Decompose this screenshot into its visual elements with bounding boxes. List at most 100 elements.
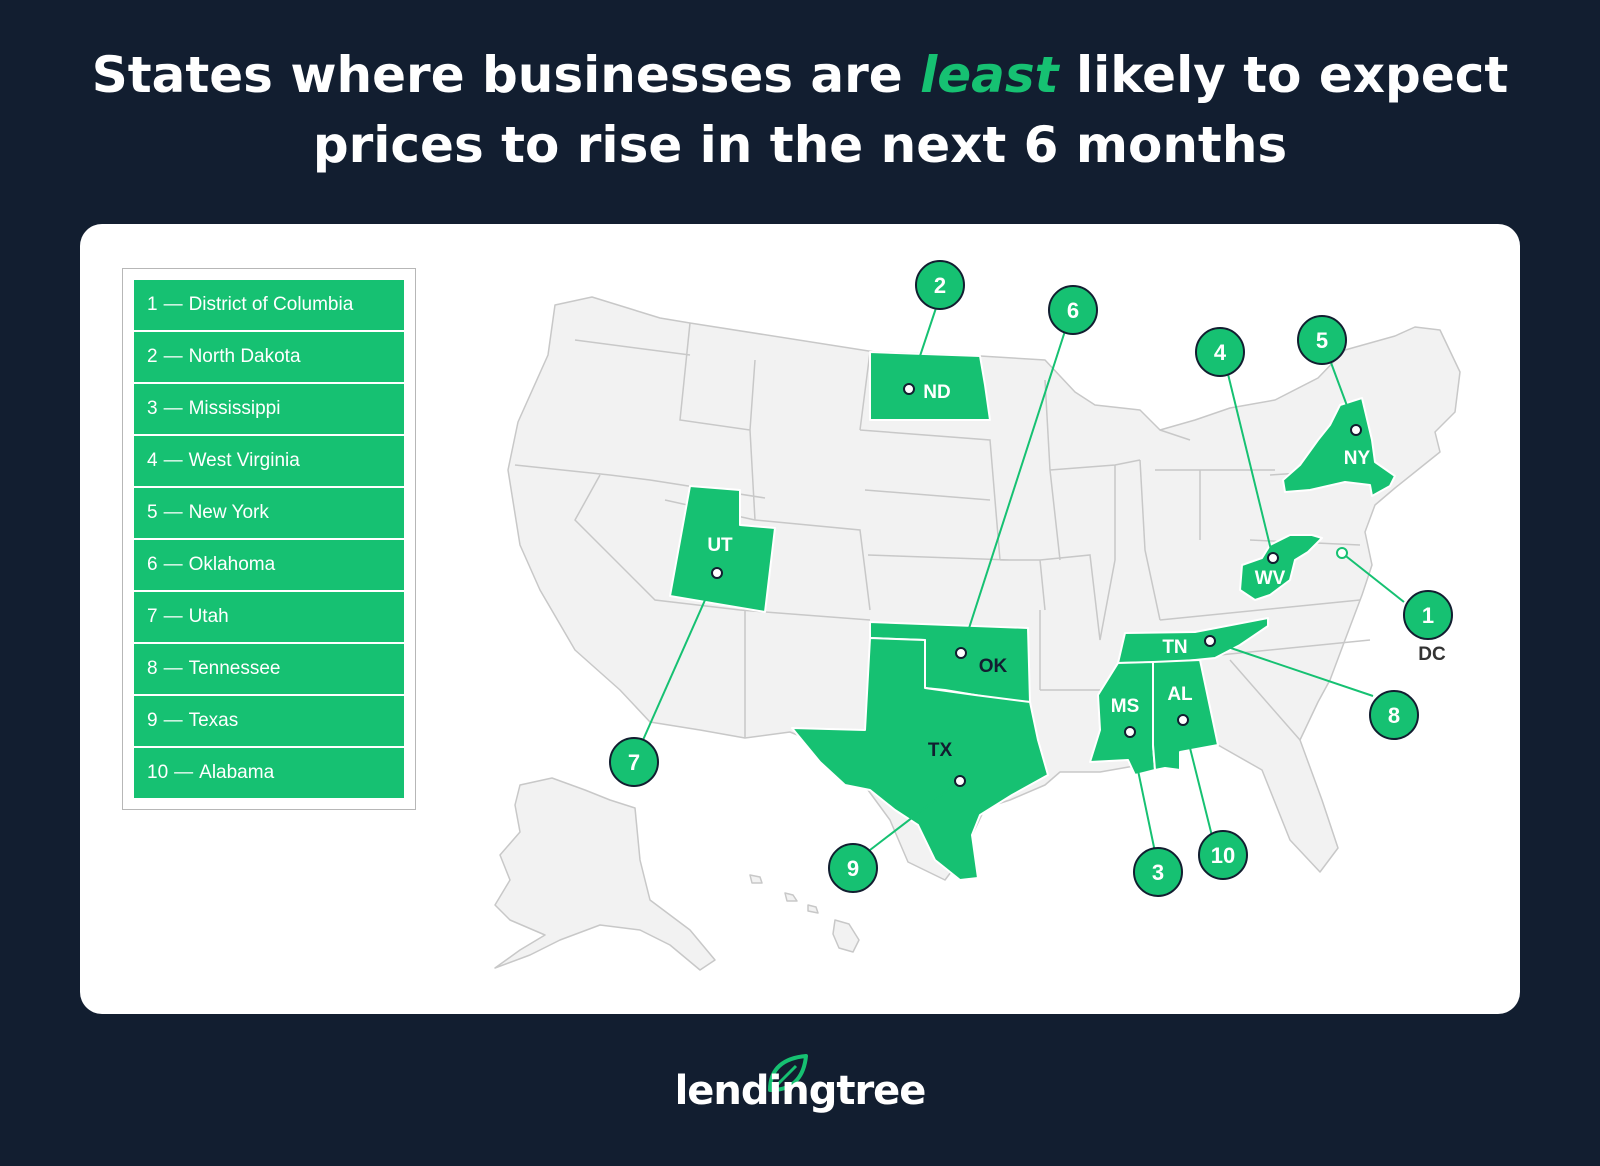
anchor-dot-al [1177,714,1189,726]
rank-bubble-dc: 1 [1403,590,1453,640]
utah-shape [669,485,776,613]
state-label-nd: ND [923,382,950,403]
legend-item: 6— Oklahoma [134,540,404,590]
state-label-ny: NY [1344,448,1371,469]
svg-text:3: 3 [1152,860,1164,885]
rank-bubble-ms: 3 [1133,847,1183,897]
state-label-ok: OK [979,656,1008,677]
svg-text:4: 4 [1214,340,1227,365]
legend: 1— District of Columbia 2— North Dakota 3—… [122,268,416,810]
state-label-al: AL [1167,684,1193,705]
legend-name: District of Columbia [188,294,354,315]
legend-item: 9— Texas [134,696,404,746]
svg-text:8: 8 [1388,703,1400,728]
legend-item: 1— District of Columbia [134,280,404,330]
west-virginia-shape [1239,534,1323,601]
lendingtree-logo: lendingtree [674,1068,927,1114]
leader-line-wv [1226,369,1274,559]
legend-name: Utah [188,606,229,627]
svg-text:5: 5 [1316,328,1328,353]
rank-bubble-ny: 5 [1297,315,1347,365]
legend-dash: — [163,398,183,419]
svg-text:9: 9 [847,856,859,881]
leader-line-dc [1341,552,1405,603]
legend-item: 7— Utah [134,592,404,642]
rank-bubble-tx: 9 [828,843,878,893]
legend-name: New York [188,502,269,523]
legend-name: Alabama [199,762,275,783]
legend-rank: 1 [147,294,158,315]
leaf-icon [768,1054,808,1092]
leader-line-ny [1329,359,1357,431]
rank-bubble-ut: 7 [609,737,659,787]
legend-name: Tennessee [188,658,281,679]
hawaii-shape [749,874,860,953]
title-highlight: least [920,46,1059,104]
legend-rank: 8 [147,658,158,679]
legend-dash: — [163,450,183,471]
legend-dash: — [163,710,183,731]
legend-rank: 7 [147,606,158,627]
north-dakota-shape [869,351,991,421]
legend-rank: 10 [147,762,169,783]
state-label-tx: TX [928,740,953,761]
legend-rank: 4 [147,450,158,471]
leader-line-ut [642,572,718,741]
legend-dash: — [174,762,194,783]
legend-dash: — [163,554,183,575]
legend-item: 10— Alabama [134,748,404,798]
legend-name: North Dakota [188,346,301,367]
leader-line-ok [960,330,1066,654]
title-part-2: likely to expect prices to rise in the n… [312,46,1509,174]
anchor-dot-tn [1204,635,1216,647]
legend-name: Mississippi [188,398,281,419]
legend-name: West Virginia [188,450,300,471]
state-label-wv: WV [1255,568,1286,589]
texas-shape [791,637,1049,881]
anchor-dot-ut [711,567,723,579]
rank-bubble-ok: 6 [1048,285,1098,335]
svg-text:2: 2 [934,273,946,298]
us-mainland-shape [507,296,1461,881]
legend-item: 2— North Dakota [134,332,404,382]
anchor-dot-tx [954,775,966,787]
state-label-dc: DC [1418,644,1446,665]
anchor-dot-ms [1124,726,1136,738]
state-label-tn: TN [1162,637,1187,658]
legend-item: 5— New York [134,488,404,538]
rank-bubble-nd: 2 [915,260,965,310]
svg-text:6: 6 [1067,298,1079,323]
leader-line-al [1182,719,1213,837]
legend-rank: 6 [147,554,158,575]
legend-rank: 5 [147,502,158,523]
new-york-shape [1282,397,1396,497]
rank-bubble-tn: 8 [1369,690,1419,740]
leader-line-ms [1129,731,1156,853]
legend-name: Texas [188,710,239,731]
legend-rank: 2 [147,346,158,367]
svg-text:1: 1 [1422,603,1434,628]
legend-dash: — [163,502,183,523]
svg-text:10: 10 [1211,843,1235,868]
leader-line-tn [1209,640,1374,697]
rank-bubble-wv: 4 [1195,327,1245,377]
alaska-shape [494,777,716,971]
anchor-dot-dc [1336,547,1348,559]
title-part-1: States where businesses are [91,46,921,104]
page-title: States where businesses are least likely… [0,40,1600,180]
state-label-ms: MS [1111,696,1140,717]
legend-dash: — [163,294,183,315]
svg-text:7: 7 [628,750,640,775]
legend-dash: — [163,606,183,627]
state-label-ut: UT [707,535,733,556]
leader-line-tx [869,780,961,851]
leader-line-nd [908,301,939,390]
legend-item: 8— Tennessee [134,644,404,694]
rank-bubble-al: 10 [1198,830,1248,880]
legend-item: 4— West Virginia [134,436,404,486]
anchor-dot-ok [955,647,967,659]
legend-item: 3— Mississippi [134,384,404,434]
legend-rank: 3 [147,398,158,419]
legend-dash: — [163,658,183,679]
